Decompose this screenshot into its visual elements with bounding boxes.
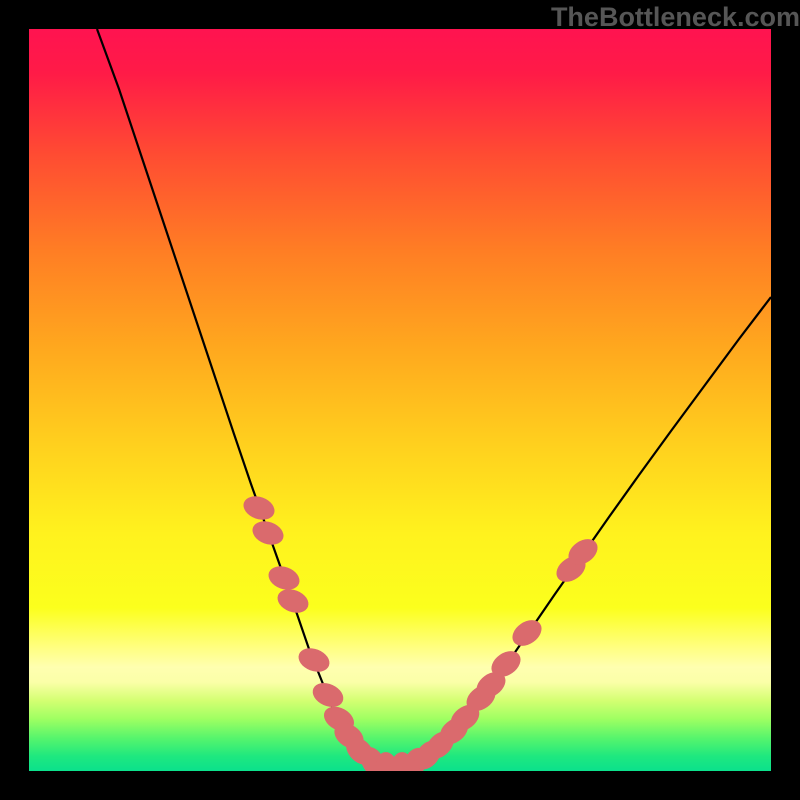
plot-area [29,29,771,771]
gradient-background [29,29,771,771]
chart-svg [29,29,771,771]
